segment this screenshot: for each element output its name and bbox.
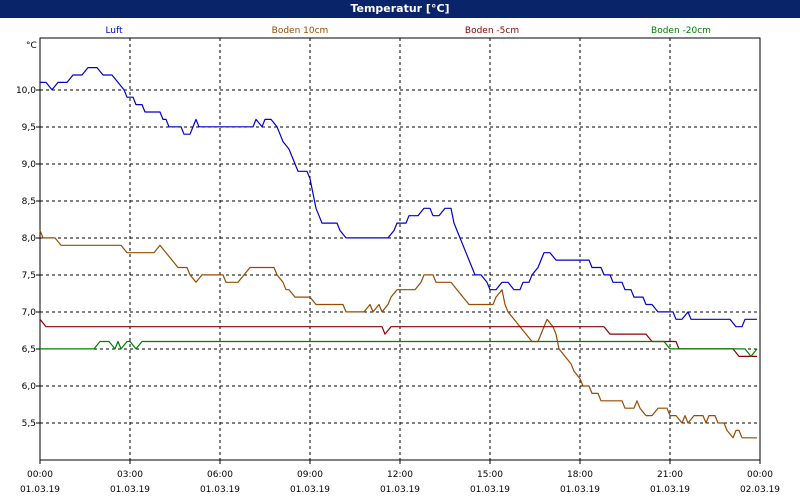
y-tick-label: 8,5 — [22, 197, 36, 207]
x-tick-time-label: 06:00 — [207, 470, 233, 480]
x-tick-time-label: 00:00 — [27, 470, 53, 480]
x-tick-date-label: 01.03.19 — [380, 485, 420, 495]
y-tick-label: 8,0 — [22, 234, 37, 244]
x-tick-date-label: 01.03.19 — [650, 485, 690, 495]
series-line-boden-10cm — [39, 230, 757, 439]
y-tick-label: 6,0 — [22, 382, 37, 392]
x-tick-date-label: 01.03.19 — [470, 485, 510, 495]
x-tick-time-label: 15:00 — [477, 470, 503, 480]
x-tick-time-label: 09:00 — [297, 470, 323, 480]
x-tick-time-label: 00:00 — [747, 470, 773, 480]
y-tick-label: 6,5 — [22, 345, 36, 355]
x-tick-date-label: 01.03.19 — [20, 485, 60, 495]
chart-title: Temperatur [°C] — [0, 0, 800, 18]
y-axis-unit-label: °C — [26, 41, 37, 51]
series-line-boden-5cm — [39, 318, 757, 357]
x-tick-time-label: 03:00 — [117, 470, 143, 480]
legend-entry: Boden 10cm — [272, 26, 329, 36]
series-line-boden-20cm — [40, 340, 758, 357]
legend-entry: Boden -20cm — [651, 26, 711, 36]
y-tick-label: 9,0 — [22, 160, 37, 170]
y-tick-label: 7,5 — [22, 271, 36, 281]
x-tick-time-label: 21:00 — [657, 470, 683, 480]
x-tick-date-label: 01.03.19 — [110, 485, 150, 495]
y-tick-label: 10,0 — [16, 86, 36, 96]
legend-entry: Boden -5cm — [465, 26, 519, 36]
y-tick-label: 7,0 — [22, 308, 37, 318]
x-tick-time-label: 18:00 — [567, 470, 593, 480]
x-tick-date-label: 01.03.19 — [200, 485, 240, 495]
legend-entry: Luft — [105, 26, 123, 36]
x-tick-date-label: 01.03.19 — [290, 485, 330, 495]
y-tick-label: 5,5 — [22, 419, 36, 429]
x-tick-date-label: 01.03.19 — [560, 485, 600, 495]
series-line-luft — [40, 67, 757, 328]
x-tick-date-label: 02.03.19 — [740, 485, 780, 495]
x-tick-time-label: 12:00 — [387, 470, 413, 480]
y-tick-label: 9,5 — [22, 123, 36, 133]
